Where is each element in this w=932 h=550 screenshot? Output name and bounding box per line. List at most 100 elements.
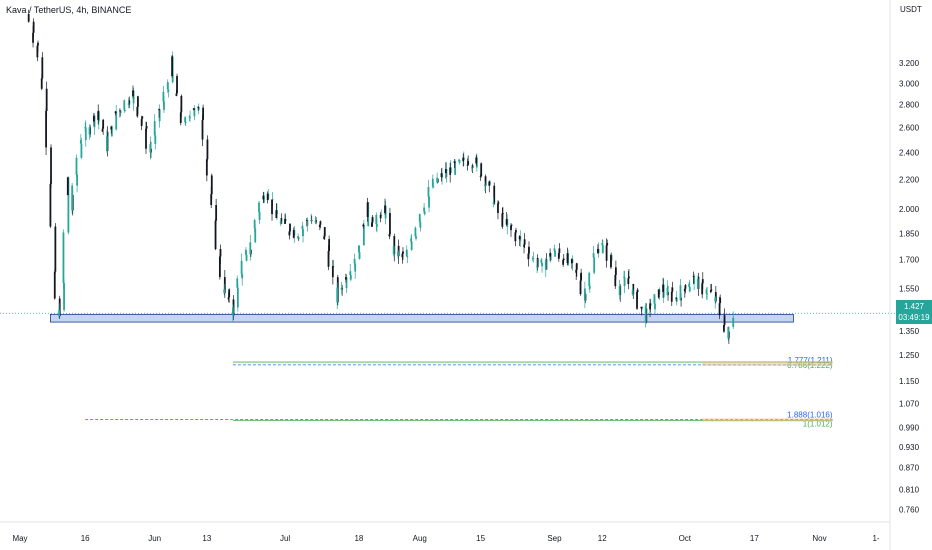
candle-body [141,116,144,119]
candle-body [318,224,321,228]
candle-body [497,203,499,213]
fib-level-label: 1(1.012) [803,420,833,429]
candle-body [502,212,504,214]
candle-body [388,234,391,237]
candle-body [467,161,470,165]
candle-body [549,253,552,257]
candle-body [92,115,95,122]
x-tick-label: Jun [148,534,161,543]
candle-body [314,221,317,223]
candle-body [223,289,226,294]
candle-body [163,101,165,110]
candle-body [688,283,691,287]
candle-body [302,229,304,237]
x-tick-label: 15 [476,534,485,543]
candle-body [392,245,395,255]
candle-body [79,140,82,144]
candle-body [149,143,152,153]
candle-body [241,273,244,279]
candle-body [445,169,448,177]
candle-body [501,213,504,227]
candle-body [249,242,252,255]
candle-body [63,282,65,310]
candle-body [553,248,556,251]
candle-body [136,106,139,117]
candle-body [210,175,213,195]
candle-body [284,218,286,224]
candle-body [54,226,57,272]
candle-body [176,76,178,94]
candle-body [701,283,704,295]
candle-body [471,165,474,169]
y-tick-label: 1.150 [899,377,920,386]
candle-body [675,297,678,302]
candle-body [254,228,257,243]
candle-body [644,305,647,322]
x-tick-label: Nov [812,534,826,543]
candle-body [541,262,543,267]
candle-body [614,267,617,275]
candle-body [662,284,664,293]
candle-body [723,325,725,332]
candle-body [415,236,417,239]
candle-body [71,185,74,211]
candle-body [345,277,348,289]
y-tick-label: 0.760 [899,505,920,514]
candle-body [205,159,208,176]
y-tick-label: 3.200 [899,59,920,68]
candle-body [419,221,422,228]
candle-body [214,220,217,250]
candle-body [218,256,221,278]
candle-body [588,272,591,286]
y-tick-label: 0.810 [899,486,920,495]
y-tick-label: 1.850 [899,229,920,238]
x-tick-label: Sep [547,534,562,543]
candle-body [245,254,248,261]
candle-body [444,169,447,173]
candle-body [588,285,591,289]
candle-body [84,127,87,141]
x-tick-label: 1- [872,534,879,543]
candle-body [258,202,260,212]
candle-body [384,205,386,214]
candle-body [253,220,256,229]
candle-body [240,260,243,274]
y-tick-label: 2.600 [899,124,920,133]
candle-body [479,176,482,178]
candle-body [262,195,265,200]
candle-body [32,32,34,43]
candle-body [727,326,730,339]
candle-body [432,186,435,188]
candle-body [575,269,578,273]
candle-body [306,220,309,226]
candle-body [189,117,191,119]
candle-body [514,232,517,242]
candle-body [614,274,617,287]
candle-body [654,303,656,310]
candle-body [66,177,69,196]
candle-body [232,307,234,316]
fib-target-zone [702,361,833,366]
candle-body [566,253,569,264]
candle-body [670,291,673,302]
candle-body [693,275,696,284]
support-zone [50,313,794,323]
last-price-value: 1.427 [903,302,925,311]
candle-body [323,227,326,237]
candle-body [371,216,374,223]
candle-body [379,214,382,219]
candle-body [236,287,239,308]
candle-body [58,298,61,317]
candle-body [480,163,483,177]
candle-body [223,277,226,294]
candle-body [197,106,200,108]
y-tick-label: 3.000 [899,79,920,88]
candle-body [631,289,634,295]
candle-body [349,274,352,280]
candle-body [706,293,709,295]
candle-body [397,245,400,257]
candle-body [336,287,339,303]
candle-body [636,292,638,309]
candle-body [714,292,717,302]
